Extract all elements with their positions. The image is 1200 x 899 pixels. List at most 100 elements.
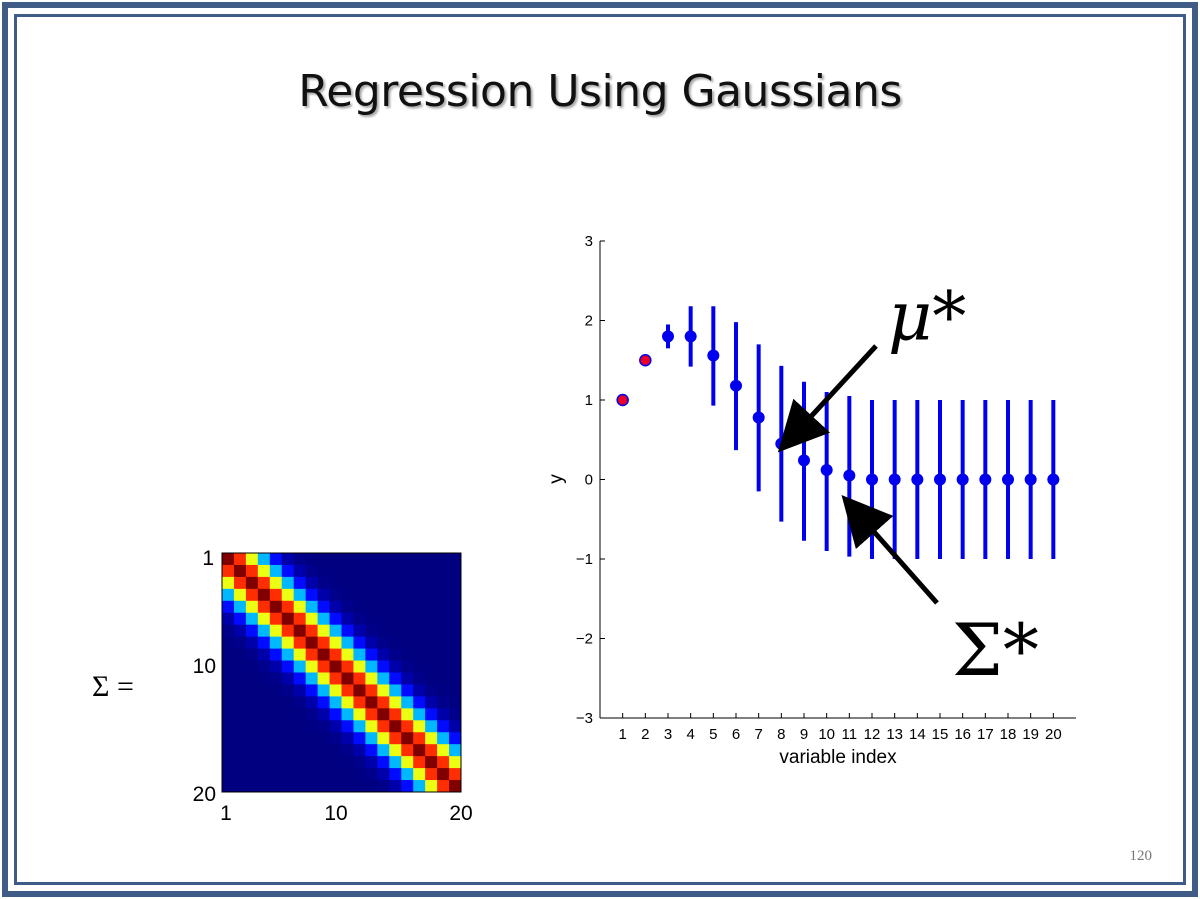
matrix-cell xyxy=(305,636,319,650)
matrix-cell xyxy=(365,744,378,757)
matrix-cell xyxy=(245,576,259,590)
matrix-cell xyxy=(377,684,390,697)
matrix-cell xyxy=(269,768,283,781)
matrix-cell xyxy=(269,564,283,578)
x-tick-label: 12 xyxy=(864,726,881,743)
matrix-cell xyxy=(401,576,414,590)
matrix-cell xyxy=(329,756,342,769)
matrix-cell xyxy=(305,600,319,614)
matrix-cell xyxy=(449,612,462,626)
matrix-cell xyxy=(281,660,295,673)
matrix-cell xyxy=(377,768,390,781)
x-ticks: 1 2 3 4 5 6 7 8 9 10 11 12 13 14 15 16 17 18 19 20 xyxy=(618,713,1062,743)
predicted-mean-point xyxy=(684,330,697,343)
matrix-cell xyxy=(257,696,271,709)
matrix-cell xyxy=(293,648,307,662)
matrix-cell xyxy=(353,612,366,626)
matrix-cell xyxy=(425,576,438,590)
x-tick-label: 19 xyxy=(1022,726,1039,743)
matrix-cell xyxy=(425,696,438,709)
matrix-cell xyxy=(389,660,402,673)
matrix-cell xyxy=(317,744,331,757)
matrix-cell xyxy=(377,636,390,650)
matrix-cell xyxy=(401,696,414,709)
matrix-cell xyxy=(377,672,390,685)
matrix-cell xyxy=(425,660,438,673)
matrix-cell xyxy=(389,720,402,733)
matrix-cell xyxy=(425,600,438,614)
matrix-cell xyxy=(377,600,390,614)
matrix-cell xyxy=(317,553,331,566)
matrix-cell xyxy=(365,612,378,626)
matrix-cells xyxy=(222,553,462,793)
matrix-cell xyxy=(449,564,462,578)
matrix-cell xyxy=(329,684,342,697)
matrix-cell xyxy=(413,732,426,745)
matrix-cell xyxy=(233,576,247,590)
x-tick-label: 17 xyxy=(977,726,994,743)
matrix-cell xyxy=(449,744,462,757)
matrix-cell xyxy=(305,576,319,590)
matrix-cell xyxy=(449,708,462,721)
matrix-cell xyxy=(401,600,414,614)
matrix-cell xyxy=(233,624,247,638)
matrix-cell xyxy=(353,564,366,578)
matrix-cell xyxy=(305,732,319,745)
matrix-cell xyxy=(353,553,366,566)
matrix-cell xyxy=(281,636,295,650)
predicted-mean-point xyxy=(934,473,946,486)
matrix-cell xyxy=(449,624,462,638)
matrix-cell xyxy=(389,636,402,650)
x-tick-label: 11 xyxy=(842,726,858,743)
matrix-cell xyxy=(365,553,378,566)
matrix-cell xyxy=(329,780,342,793)
matrix-cell xyxy=(222,576,235,590)
matrix-cell xyxy=(293,720,307,733)
matrix-cell xyxy=(437,612,450,626)
matrix-cell xyxy=(365,672,378,685)
matrix-cell xyxy=(329,612,342,626)
matrix-cell xyxy=(425,672,438,685)
matrix-cell xyxy=(317,780,331,793)
matrix-cell xyxy=(257,624,271,638)
matrix-cell xyxy=(329,553,342,566)
matrix-cell xyxy=(353,684,366,697)
predicted-mean-point xyxy=(752,411,765,424)
matrix-cell xyxy=(365,696,378,709)
matrix-cell xyxy=(281,624,295,638)
matrix-cell xyxy=(365,768,378,781)
matrix-cell xyxy=(305,780,319,793)
matrix-cell xyxy=(413,564,426,578)
matrix-cell xyxy=(425,636,438,650)
matrix-cell xyxy=(317,576,331,590)
matrix-cell xyxy=(257,660,271,673)
matrix-ytick-1: 1 xyxy=(202,547,214,570)
matrix-cell xyxy=(365,564,378,578)
matrix-cell xyxy=(293,684,307,697)
matrix-cell xyxy=(353,756,366,769)
matrix-cell xyxy=(377,780,390,793)
matrix-ytick-10: 10 xyxy=(193,655,216,678)
matrix-cell xyxy=(305,553,319,566)
matrix-cell xyxy=(365,684,378,697)
matrix-cell xyxy=(377,588,390,602)
matrix-cell xyxy=(257,612,271,626)
matrix-cell xyxy=(222,684,235,697)
matrix-cell xyxy=(341,564,354,578)
matrix-cell xyxy=(317,696,331,709)
matrix-cell xyxy=(305,768,319,781)
matrix-cell xyxy=(245,672,259,685)
matrix-cell xyxy=(365,636,378,650)
covariance-arrow xyxy=(841,495,939,605)
data-points xyxy=(616,330,1060,486)
matrix-cell xyxy=(222,720,235,733)
matrix-cell xyxy=(437,684,450,697)
error-bars xyxy=(666,306,1056,559)
matrix-cell xyxy=(425,564,438,578)
matrix-cell xyxy=(317,684,331,697)
predicted-mean-point xyxy=(979,473,992,486)
matrix-cell xyxy=(293,660,307,673)
x-axis-label: variable index xyxy=(779,747,897,768)
predicted-mean-point xyxy=(843,469,856,482)
